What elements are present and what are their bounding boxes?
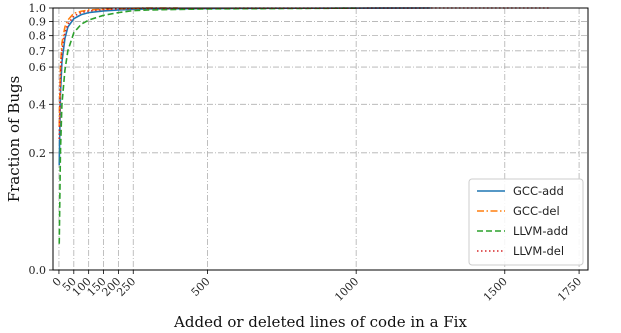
legend-label: GCC-del [513,204,560,218]
y-tick-label: 0.7 [29,45,47,58]
legend-box [468,178,584,266]
x-tick-label: 500 [189,275,213,299]
x-tick-label: 1750 [555,275,584,304]
plot-frame [52,7,589,271]
y-tick-label: 0.0 [29,264,47,277]
legend-label: GCC-add [513,184,564,198]
legend: GCC-add GCC-del LLVM-add LLVM-del [468,178,584,266]
grid [53,7,588,271]
y-tick-label: 0.8 [29,30,47,43]
x-tick-label: 1500 [481,275,510,304]
legend-label: LLVM-add [513,224,568,238]
y-tick-label: 0.9 [29,15,47,28]
series-line-llvm-add [58,7,357,244]
y-axis-title: Fraction of Bugs [5,76,23,203]
y-tick-label: 1.0 [29,2,47,15]
x-tick-label: 1000 [332,275,361,304]
series-line-llvm-del [58,7,550,140]
x-tick-label: 250 [114,275,138,299]
y-tick-label: 0.4 [29,98,47,111]
y-tick-label: 0.2 [29,147,47,160]
x-axis-title: Added or deleted lines of code in a Fix [173,313,467,331]
series-line-gcc-add [58,7,431,166]
legend-label: LLVM-del [513,244,564,258]
y-tick-label: 0.6 [29,61,47,74]
